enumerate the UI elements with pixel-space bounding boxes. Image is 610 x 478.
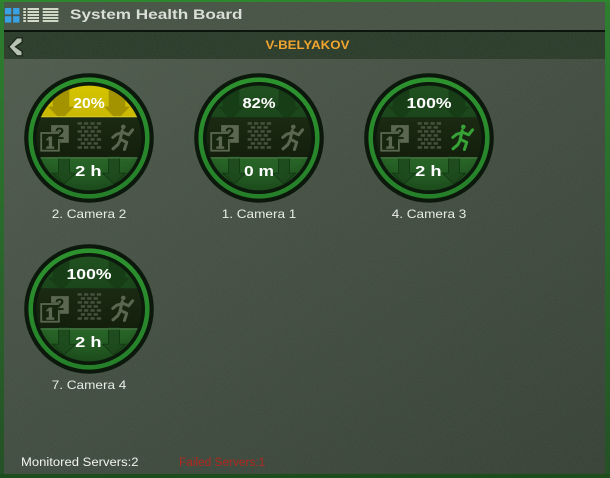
svg-text:100%: 100% — [406, 95, 451, 112]
svg-text:82%: 82% — [242, 95, 275, 112]
svg-text:2 h: 2 h — [75, 334, 102, 351]
svg-text:0 m: 0 m — [244, 163, 274, 180]
svg-text:2 h: 2 h — [75, 163, 102, 180]
svg-text:20%: 20% — [73, 95, 105, 112]
svg-text:2 h: 2 h — [415, 163, 442, 180]
svg-text:100%: 100% — [66, 266, 111, 283]
